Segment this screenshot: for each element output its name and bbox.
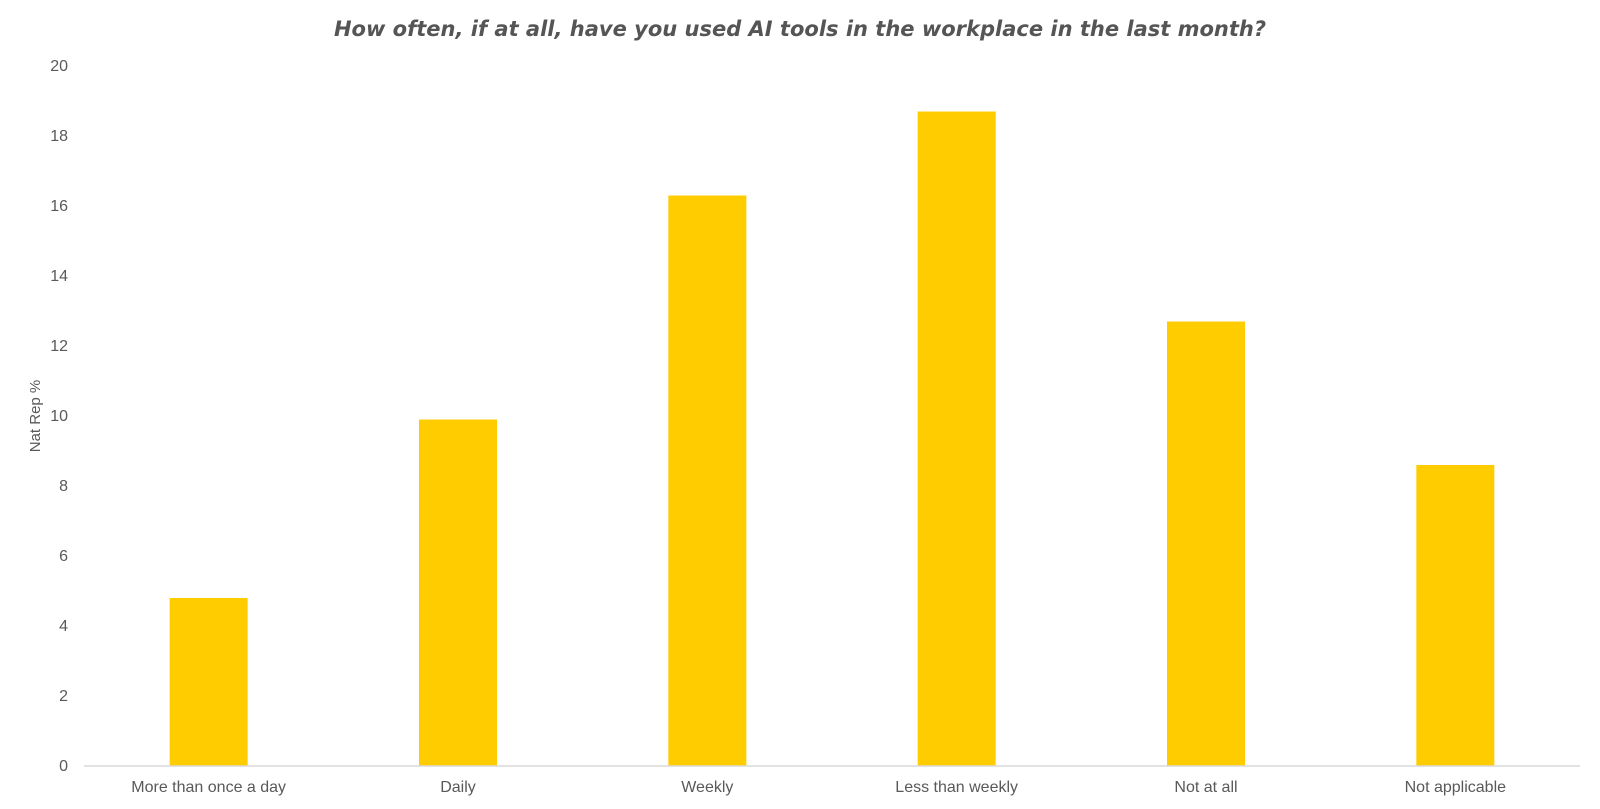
y-tick-label: 2 bbox=[59, 688, 68, 705]
category-label: Daily bbox=[440, 779, 476, 796]
y-axis-title: Nat Rep % bbox=[27, 380, 44, 453]
category-label: Less than weekly bbox=[895, 779, 1018, 796]
y-tick-label: 0 bbox=[59, 758, 68, 775]
y-tick-label: 18 bbox=[50, 128, 68, 145]
bar bbox=[1167, 321, 1245, 766]
bar bbox=[668, 195, 747, 766]
category-labels: More than once a day Daily Weekly Less than… bbox=[131, 779, 1506, 796]
bar bbox=[419, 419, 497, 766]
y-tick-label: 6 bbox=[59, 548, 68, 565]
category-label: Weekly bbox=[681, 779, 733, 796]
y-tick-label: 20 bbox=[50, 58, 68, 75]
bar bbox=[917, 111, 996, 766]
y-tick-label: 16 bbox=[50, 198, 68, 215]
y-tick-label: 12 bbox=[50, 338, 68, 355]
y-tick-label: 10 bbox=[50, 408, 68, 425]
category-label: More than once a day bbox=[131, 779, 286, 796]
y-tick-label: 14 bbox=[50, 268, 68, 285]
chart-title: How often, if at all, have you used AI t… bbox=[334, 17, 1266, 41]
category-label: Not applicable bbox=[1405, 779, 1507, 796]
y-tick-label: 8 bbox=[59, 478, 68, 495]
bars bbox=[169, 111, 1495, 766]
bar bbox=[169, 598, 248, 766]
y-tick-label: 4 bbox=[59, 618, 68, 635]
y-axis-ticks: 0 2 4 6 8 10 12 14 16 18 20 bbox=[50, 58, 68, 775]
category-label: Not at all bbox=[1174, 779, 1237, 796]
bar bbox=[1416, 465, 1495, 766]
